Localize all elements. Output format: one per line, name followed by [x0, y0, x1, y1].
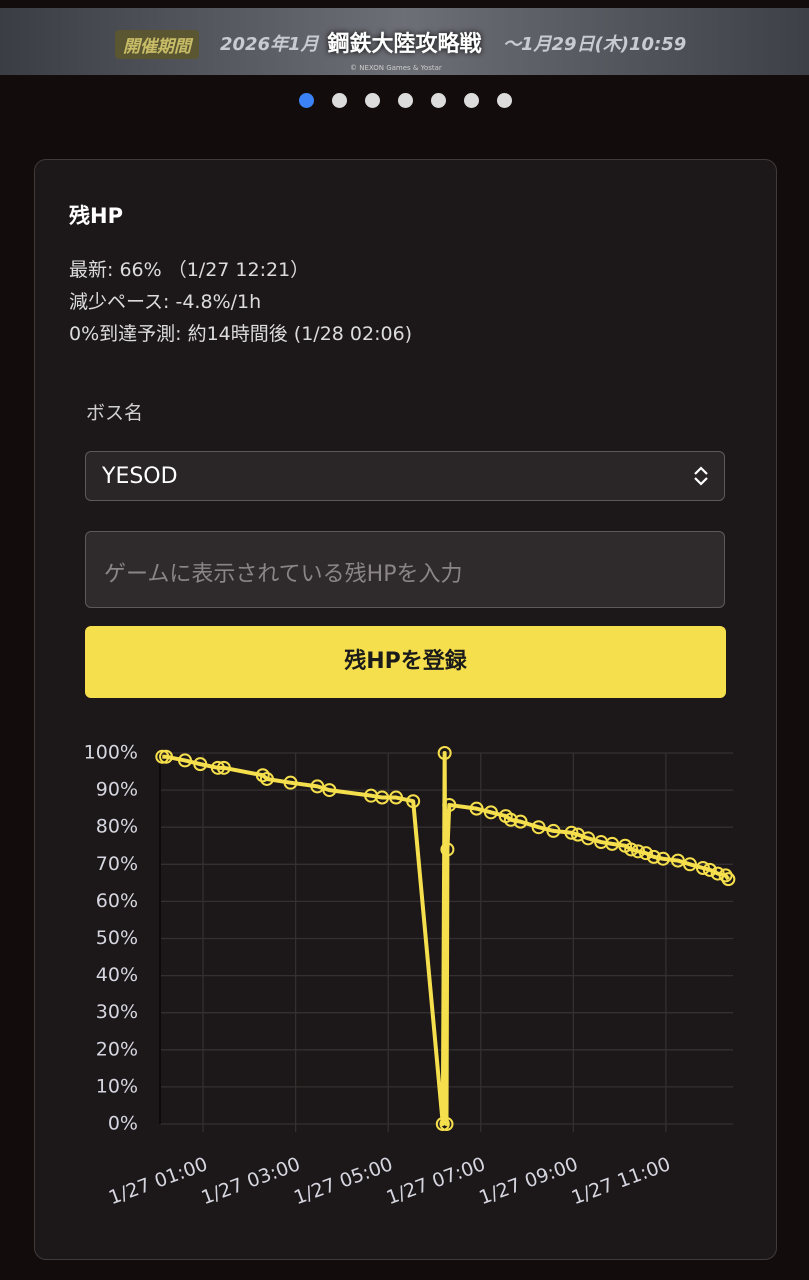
carousel-dot[interactable] — [497, 93, 512, 108]
y-tick-label: 0% — [108, 1113, 138, 1135]
forecast: 0%到達予測: 約14時間後 (1/28 02:06) — [69, 323, 413, 345]
data-point — [564, 825, 579, 840]
data-point — [216, 760, 231, 775]
data-point — [210, 760, 225, 775]
data-point — [605, 836, 620, 851]
pace: 減少ペース: -4.8%/1h — [69, 291, 262, 313]
carousel-dot[interactable] — [431, 93, 446, 108]
carousel-dot[interactable] — [365, 93, 380, 108]
data-point — [375, 790, 390, 805]
period-label: 開催期間 — [115, 30, 199, 59]
x-tick-label: 1/27 11:00 — [569, 1153, 674, 1209]
data-point — [682, 857, 697, 872]
data-point — [435, 1117, 450, 1131]
x-tick-label: 1/27 09:00 — [476, 1153, 581, 1209]
data-point — [406, 794, 421, 809]
boss-label: ボス名 — [86, 402, 144, 424]
placeholder: ゲームに表示されている残HPを入力 — [104, 562, 463, 587]
data-point — [159, 749, 174, 764]
data-point — [670, 853, 685, 868]
data-point — [310, 779, 325, 794]
y-tick-label: 70% — [96, 853, 138, 875]
data-point — [513, 814, 528, 829]
data-point — [255, 768, 270, 783]
data-point — [437, 746, 452, 760]
y-tick-label: 90% — [96, 779, 138, 801]
data-point — [710, 866, 725, 881]
x-tick-label: 1/27 07:00 — [384, 1153, 489, 1209]
data-point — [646, 849, 661, 864]
x-tick-label: 1/27 01:00 — [106, 1153, 211, 1209]
data-point — [322, 783, 337, 798]
select-arrows — [694, 466, 708, 486]
card — [34, 159, 777, 1260]
data-point — [389, 790, 404, 805]
x-tick-label: 1/27 03:00 — [198, 1153, 303, 1209]
banner[interactable]: 開催期間 2026年1月 〜1月29日(木)10:59 © NEXON Game… — [0, 8, 809, 75]
chart: 0% 10% 20% 30% 40% 50% 60% 70% 80% 90% 100% 1/27 01… — [84, 742, 736, 1209]
data-point — [631, 844, 646, 859]
data-point — [483, 805, 498, 820]
y-tick-label: 80% — [96, 816, 138, 838]
copyright: © NEXON Games & Yostar — [350, 64, 442, 72]
period-start: 2026年1月 — [220, 34, 319, 55]
y-tick-label: 50% — [96, 927, 138, 949]
data-point — [656, 851, 671, 866]
boss-select[interactable]: YESOD — [85, 451, 725, 501]
data-point — [259, 771, 274, 786]
card-title: 残HP — [69, 204, 123, 228]
data-point — [695, 861, 710, 876]
data-point — [531, 820, 546, 835]
period-end: 〜1月29日(木)10:59 — [503, 34, 687, 55]
y-tick-label: 100% — [84, 742, 138, 764]
carousel-dot[interactable] — [464, 93, 479, 108]
data-point — [546, 823, 561, 838]
y-tick-label: 10% — [96, 1075, 138, 1097]
data-point — [283, 775, 298, 790]
y-tick-label: 60% — [96, 890, 138, 912]
y-tick-label: 30% — [96, 1001, 138, 1023]
data-point — [177, 753, 192, 768]
carousel-dot[interactable] — [332, 93, 347, 108]
submit-button[interactable]: 残HPを登録 — [85, 626, 726, 698]
carousel-dot[interactable] — [299, 93, 314, 108]
data-point — [439, 1117, 454, 1131]
data-point — [469, 801, 484, 816]
x-tick-label: 1/27 05:00 — [291, 1153, 396, 1209]
banner-title: 鋼鉄大陸攻略戦 — [327, 32, 482, 57]
data-point — [624, 842, 639, 857]
y-tick-label: 20% — [96, 1038, 138, 1060]
y-tick-label: 40% — [96, 964, 138, 986]
select-value: YESOD — [102, 464, 178, 489]
data-point — [440, 842, 455, 857]
data-point — [503, 812, 518, 827]
data-point — [638, 846, 653, 861]
data-point — [155, 749, 170, 764]
hp-input[interactable]: ゲームに表示されている残HPを入力 — [85, 531, 725, 608]
carousel-dot[interactable] — [398, 93, 413, 108]
data-point — [193, 757, 208, 772]
data-point — [442, 797, 457, 812]
data-point — [721, 872, 736, 887]
data-point — [718, 868, 733, 883]
data-point — [581, 831, 596, 846]
data-point — [702, 862, 717, 877]
latest: 最新: 66% （1/27 12:21） — [69, 259, 310, 281]
